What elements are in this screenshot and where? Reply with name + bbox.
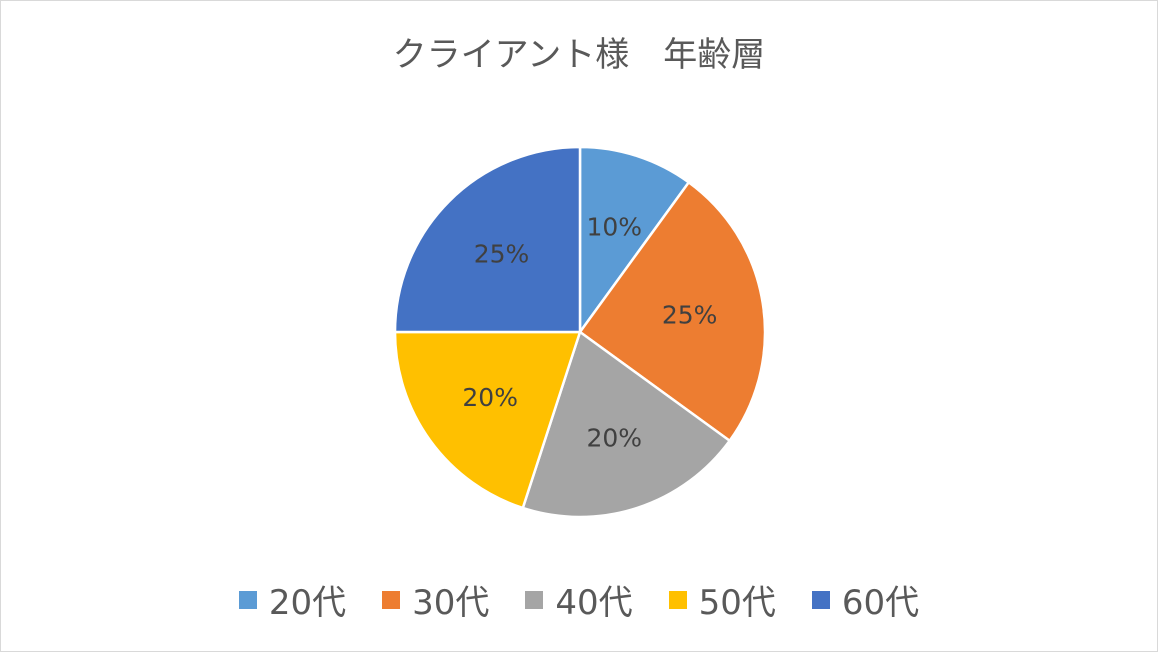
data-label-5: 25% — [474, 240, 530, 269]
legend-item-1: 20代 — [238, 575, 347, 624]
pie-slice-5 — [393, 145, 582, 334]
legend-item-3: 40代 — [525, 575, 633, 624]
legend-swatch — [238, 590, 257, 609]
chart-title: クライアント様 年齢層 — [392, 35, 766, 75]
legend-label: 30代 — [412, 583, 490, 623]
pie-slice-3 — [521, 329, 732, 519]
data-label-3: 20% — [587, 424, 643, 453]
legend-label: 40代 — [555, 583, 633, 623]
legend-label: 60代 — [841, 583, 920, 623]
pie-slice-2 — [578, 180, 767, 443]
legend-label: 50代 — [698, 583, 776, 623]
data-label-4: 20% — [462, 383, 518, 412]
pie-slice-1 — [578, 145, 691, 336]
data-label-1: 10% — [587, 212, 643, 241]
legend-label: 20代 — [268, 583, 347, 623]
legend-item-2: 30代 — [382, 575, 489, 624]
legend-item-5: 60代 — [811, 575, 920, 624]
pie-slice-4 — [393, 330, 582, 510]
data-label-2: 25% — [662, 301, 718, 330]
legend-swatch — [668, 590, 687, 609]
legend-swatch — [525, 590, 544, 609]
legend-swatch — [811, 590, 830, 609]
legend-swatch — [382, 590, 401, 609]
legend-item-4: 50代 — [668, 575, 776, 624]
chart-legend: 20代 30代 40代 50代 60代 — [1, 575, 1157, 624]
